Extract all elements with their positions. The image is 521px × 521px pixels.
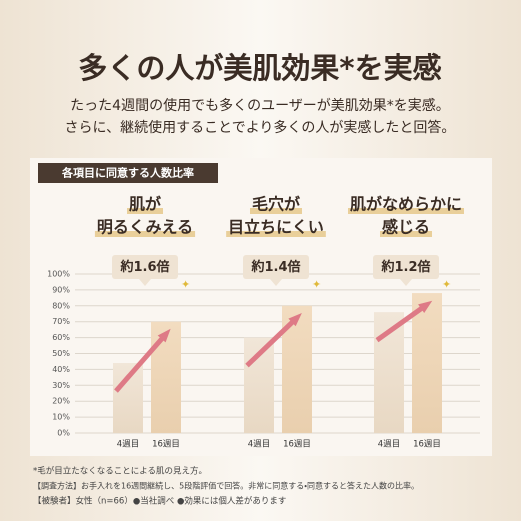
trend-arrow	[114, 334, 166, 393]
y-tick-label: 50%	[52, 349, 70, 358]
title-underline	[94, 231, 196, 237]
footnote: 【調査方法】お手入れを16週間継続し、5段階評価で回答。非常に同意する・同意する…	[33, 481, 419, 491]
footnote: 【被験者】女性（n=66）●当社調べ ●効果には個人差があります	[33, 496, 286, 507]
badge-text: 約1.2倍	[380, 259, 430, 275]
trend-arrow-head	[157, 328, 171, 343]
badge	[373, 255, 439, 279]
trend-arrow	[245, 318, 297, 368]
sparkle: ✦	[442, 278, 451, 291]
trend-arrow-head	[418, 300, 433, 313]
y-tick-label: 40%	[52, 365, 70, 374]
y-tick-label: 80%	[52, 301, 70, 310]
subtitle: たった4週間の使用でも多くのユーザーが美肌効果*を実感。	[70, 97, 450, 114]
title-underline	[226, 231, 326, 237]
badge-pointer	[139, 279, 151, 286]
x-tick-label: 16週目	[152, 439, 180, 450]
chart-title: 明るくみえる	[97, 218, 193, 237]
trend-arrow	[375, 304, 426, 343]
y-tick-label: 0%	[57, 429, 70, 438]
title-underline	[379, 231, 433, 237]
badge	[112, 255, 178, 279]
subtitle: さらに、継続使用することでより多くの人が実感したと回答。	[65, 119, 456, 136]
sparkle: ✦	[312, 278, 321, 291]
chart-title: 感じる	[382, 218, 430, 237]
bar	[412, 293, 442, 433]
title-underline	[249, 208, 303, 214]
badge-text: 約1.4倍	[250, 259, 300, 275]
x-tick-label: 16週目	[283, 439, 311, 450]
x-tick-label: 4週目	[378, 439, 400, 450]
y-tick-label: 30%	[52, 381, 70, 390]
badge-text: 約1.6倍	[119, 259, 169, 275]
sparkle: ✦	[181, 278, 190, 291]
chart-title: 毛穴が	[252, 195, 300, 214]
panel-label-box	[38, 163, 218, 183]
x-tick-label: 4週目	[248, 439, 270, 450]
chart-title: 肌が	[129, 195, 161, 214]
badge-pointer	[400, 279, 412, 286]
title-underline	[126, 208, 164, 214]
y-tick-label: 100%	[47, 270, 70, 279]
badge-pointer	[270, 279, 282, 286]
y-tick-label: 20%	[52, 397, 70, 406]
y-tick-label: 10%	[52, 413, 70, 422]
bar	[113, 363, 143, 433]
title-underline	[347, 208, 465, 214]
chart-title: 肌がなめらかに	[350, 195, 462, 214]
x-tick-label: 4週目	[117, 439, 139, 450]
trend-arrow-head	[288, 313, 302, 327]
chart-title: 目立ちにくい	[228, 218, 324, 237]
badge	[243, 255, 309, 279]
panel-label: 各項目に同意する人数比率	[61, 166, 194, 180]
y-tick-label: 90%	[52, 285, 70, 294]
title: 多くの人が美肌効果*を実感	[78, 51, 441, 85]
x-tick-label: 16週目	[413, 439, 441, 450]
y-tick-label: 70%	[52, 317, 70, 326]
footnote: *毛が目立たなくなることによる肌の見え方。	[33, 466, 207, 477]
y-tick-label: 60%	[52, 333, 70, 342]
